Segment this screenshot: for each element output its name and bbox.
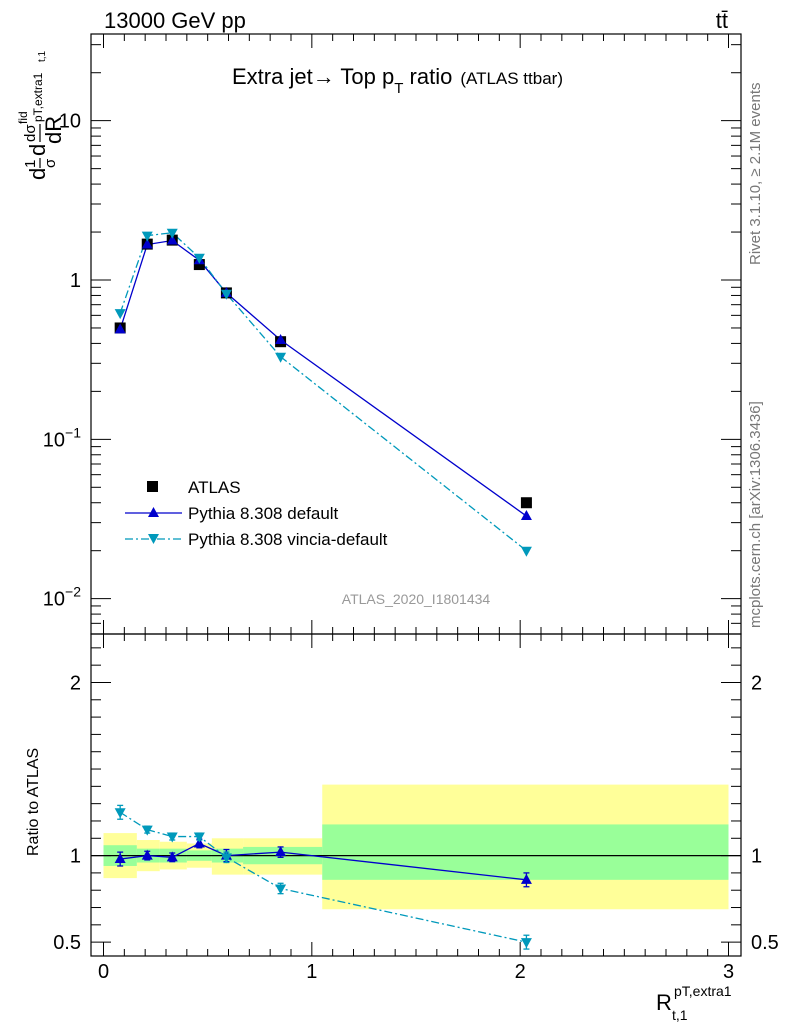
svg-text:d: d xyxy=(25,168,50,180)
data-point-1 xyxy=(520,510,532,521)
data-point-0 xyxy=(193,259,205,271)
ratio-y-tick-label-right: 1 xyxy=(751,846,762,868)
top-y-axis-label: d 1 σ d dσ fid pT,extra1 t,1 dR xyxy=(16,50,66,180)
chart-title: Extra jet→ Top pT ratio (ATLAS ttbar) xyxy=(232,64,563,97)
ratio-y-tick-label-right: 2 xyxy=(751,672,762,694)
svg-text:t,1: t,1 xyxy=(672,1007,688,1023)
svg-text:pT,extra1: pT,extra1 xyxy=(674,983,732,999)
header-energy-label: 13000 GeV pp xyxy=(104,8,246,33)
ratio-y-tick-labels: 0.5 0.5 1 1 2 2 xyxy=(53,672,779,954)
svg-text:R: R xyxy=(656,990,672,1015)
mcplots-label: mcplots.cern.ch [arXiv:1306.3436] xyxy=(747,401,764,628)
data-point-2 xyxy=(520,546,532,557)
data-point-2 xyxy=(193,253,205,264)
ratio-point-0 xyxy=(520,873,532,884)
ratio-series-markers xyxy=(114,804,532,950)
legend-marker-atlas xyxy=(147,481,158,492)
svg-text:dR: dR xyxy=(41,116,66,144)
x-tick-label: 0 xyxy=(98,961,109,983)
ratio-point-1 xyxy=(220,853,232,864)
y-tick-label: 10 xyxy=(59,111,81,133)
legend-marker-vincia xyxy=(148,534,159,544)
data-point-2 xyxy=(166,228,178,239)
top-series-markers xyxy=(114,228,532,557)
y-tick-label: 1 xyxy=(70,270,81,292)
ratio-y-tick-label-right: 0.5 xyxy=(751,932,779,954)
ratio-panel-ticks xyxy=(91,634,741,956)
data-point-1 xyxy=(114,323,126,334)
rivet-version-label: Rivet 3.1.10, ≥ 2.1M events xyxy=(747,83,764,266)
svg-text:d: d xyxy=(25,144,50,156)
data-point-0 xyxy=(520,497,532,509)
y-tick-label: 10−2 xyxy=(43,584,81,611)
ratio-point-0 xyxy=(141,849,153,860)
ratio-point-1 xyxy=(520,938,532,949)
top-series-lines xyxy=(119,232,527,552)
ratio-point-1 xyxy=(193,832,205,843)
x-axis-label: R t,1 pT,extra1 xyxy=(656,983,732,1023)
svg-text:t,1: t,1 xyxy=(37,50,48,62)
top-y-tick-labels: 10−2 10−1 1 10 xyxy=(43,111,81,611)
ratio-uncertainty-bands xyxy=(103,784,729,910)
series-line-2 xyxy=(119,232,527,552)
y-tick-label: 10−1 xyxy=(43,424,81,451)
x-tick-label: 1 xyxy=(306,961,317,983)
legend-marker-default xyxy=(148,507,159,517)
ratio-point-1 xyxy=(275,884,287,895)
top-panel-ticks xyxy=(91,34,741,635)
ratio-point-1 xyxy=(114,808,126,819)
data-point-2 xyxy=(141,231,153,242)
ratio-point-0 xyxy=(114,853,126,864)
legend-label-default: Pythia 8.308 default xyxy=(188,504,339,523)
ratio-point-1 xyxy=(166,832,178,843)
header-process-label: tt̄ xyxy=(716,8,728,33)
legend-label-atlas: ATLAS xyxy=(188,478,241,497)
data-point-1 xyxy=(141,238,153,249)
analysis-watermark: ATLAS_2020_I1801434 xyxy=(342,591,491,607)
legend-label-vincia: Pythia 8.308 vincia-default xyxy=(188,530,388,549)
ratio-point-1 xyxy=(141,825,153,836)
x-tick-labels: 0 1 2 3 xyxy=(98,961,734,983)
ratio-y-axis-label: Ratio to ATLAS xyxy=(25,748,42,856)
ratio-y-tick-label: 2 xyxy=(70,672,81,694)
data-point-2 xyxy=(220,289,232,300)
svg-text:σ: σ xyxy=(42,158,59,168)
green-band xyxy=(322,824,729,880)
ratio-point-0 xyxy=(166,851,178,862)
ratio-y-tick-label: 1 xyxy=(70,846,81,868)
series-line-1 xyxy=(119,239,527,517)
svg-text:pT,extra1: pT,extra1 xyxy=(31,72,45,122)
x-tick-label: 2 xyxy=(515,961,526,983)
ratio-y-tick-label: 0.5 xyxy=(53,932,81,954)
legend: ATLAS Pythia 8.308 default Pythia 8.308 … xyxy=(125,478,388,549)
svg-text:dσ: dσ xyxy=(22,124,39,142)
data-point-1 xyxy=(166,234,178,245)
data-point-1 xyxy=(275,334,287,345)
data-point-2 xyxy=(114,309,126,320)
data-point-2 xyxy=(275,352,287,363)
svg-text:1: 1 xyxy=(22,160,39,168)
ratio-point-0 xyxy=(275,846,287,857)
x-tick-label: 3 xyxy=(723,961,734,983)
svg-text:fid: fid xyxy=(16,111,30,124)
